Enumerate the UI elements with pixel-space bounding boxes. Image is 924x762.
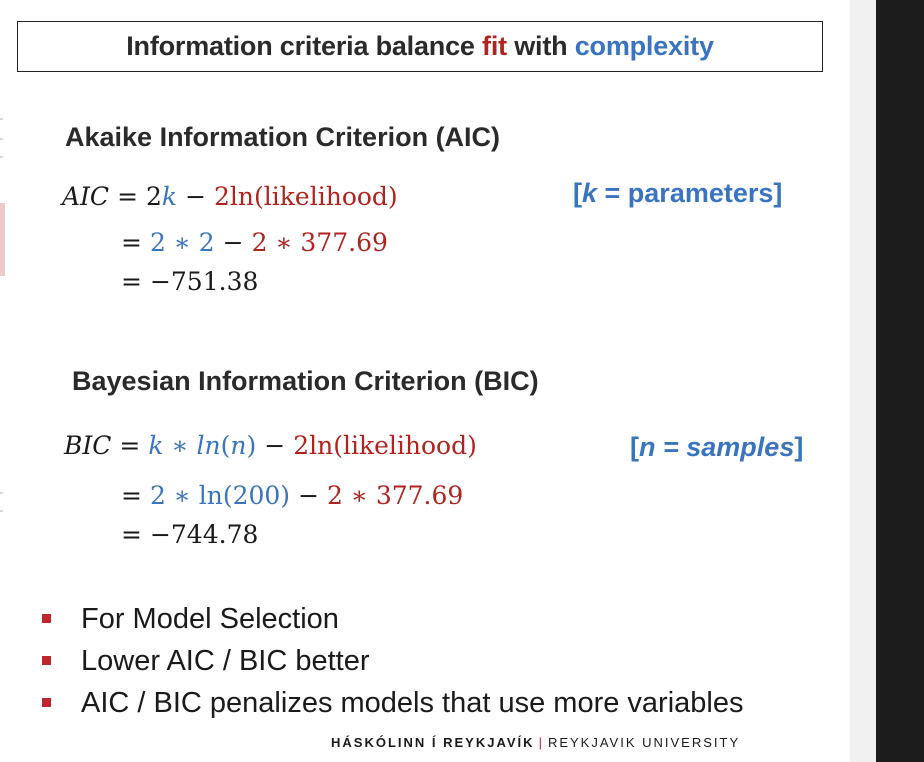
side-panel-light (850, 0, 876, 762)
side-panel-dark (876, 0, 924, 762)
bullet-list: For Model Selection Lower AIC / BIC bett… (36, 598, 743, 724)
footer-english-name: REYKJAVIK UNIVERSITY (547, 735, 741, 750)
aic-result: = −751.38 (121, 267, 259, 296)
bic-formula: BIC = k ∗ ln(n) −2ln(likelihood) (64, 431, 477, 460)
list-item: Lower AIC / BIC better (36, 640, 743, 682)
bic-step-1: = 2 ∗ ln(200) −2 ∗ 377.69 (121, 481, 464, 510)
aic-parameter-note: [k = parameters] (573, 178, 783, 208)
aic-heading: Akaike Information Criterion (AIC) (65, 122, 501, 152)
bic-heading: Bayesian Information Criterion (BIC) (72, 366, 539, 396)
footer-icelandic-name: HÁSKÓLINN Í REYKJAVÍK (331, 735, 535, 750)
slide: Information criteria balance fit with co… (0, 0, 823, 762)
title-text-pre: Information criteria balance (126, 31, 483, 61)
left-edge-marks (0, 0, 6, 762)
footer-separator: | (538, 735, 544, 750)
bullet-square-icon (42, 614, 51, 623)
title-fit: fit (482, 31, 507, 61)
aic-formula: AIC = 2k −2ln(likelihood) (62, 182, 398, 211)
list-item: For Model Selection (36, 598, 743, 640)
title-text-mid: with (506, 31, 575, 61)
bullet-square-icon (42, 656, 51, 665)
title-complexity: complexity (574, 31, 714, 61)
bullet-square-icon (42, 698, 51, 707)
footer-university: HÁSKÓLINN Í REYKJAVÍK | REYKJAVIK UNIVERSI… (331, 735, 740, 750)
slide-title: Information criteria balance fit with co… (17, 21, 823, 72)
bic-result: = −744.78 (121, 520, 259, 549)
bic-samples-note: [n = samples] (630, 432, 804, 462)
list-item: AIC / BIC penalizes models that use more… (36, 682, 743, 724)
aic-step-1: = 2 ∗ 2−2 ∗ 377.69 (121, 228, 388, 257)
